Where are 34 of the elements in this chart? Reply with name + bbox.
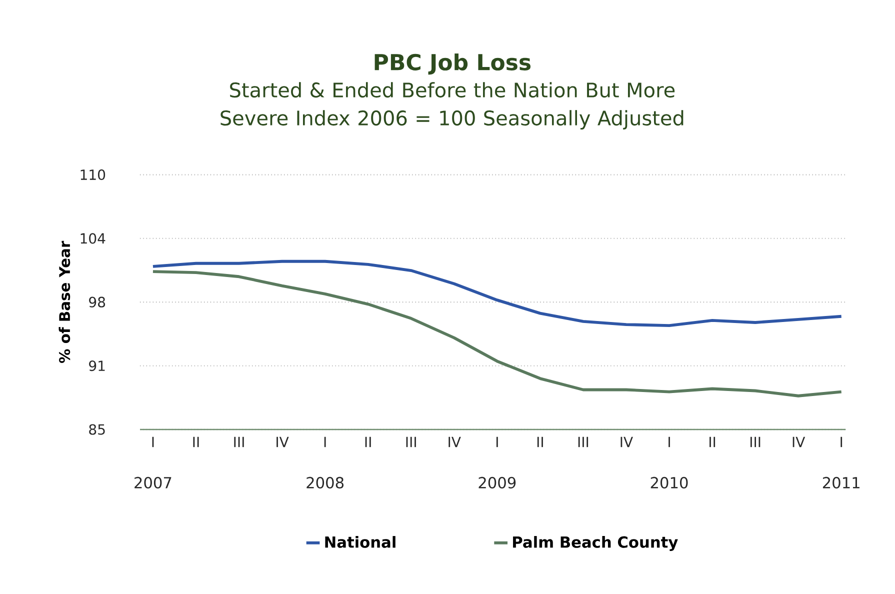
x-tick-label: I: [840, 437, 842, 448]
x-tick-label: I: [496, 437, 498, 448]
text: 2010: [650, 477, 688, 489]
x-tick-label: II: [710, 437, 716, 448]
x-tick-label: III: [234, 437, 244, 448]
x-tick-label: I: [668, 437, 670, 448]
y-tick-label: 110: [80, 170, 106, 180]
x-tick-label: I: [152, 437, 154, 448]
y-tick-label: 104: [80, 233, 106, 244]
chart-subtitle: Started & Ended Before the Nation But More Severe Index 2006 = 100 Seasonally Adjusted: [220, 82, 684, 130]
chart-title: PBC Job Loss: [374, 54, 531, 75]
legend-label: National: [325, 536, 396, 548]
x-tick-label: IV: [792, 437, 806, 448]
x-tick-label: II: [365, 437, 371, 448]
x-tick-label: III: [406, 437, 416, 448]
y-tick-label: 98: [89, 297, 106, 308]
x-tick-label: II: [537, 437, 543, 448]
y-tick-label: 85: [89, 424, 105, 435]
text: 2009: [478, 477, 516, 489]
legend-label: Palm Beach County: [513, 536, 678, 552]
x-tick-label: III: [578, 437, 588, 448]
line-series: [152, 270, 843, 398]
y-axis-title: % of Base Year: [58, 241, 70, 364]
x-tick-label: IV: [276, 437, 289, 448]
x-tick-label: II: [193, 437, 199, 448]
x-tick-label: I: [324, 437, 326, 448]
line-series: [152, 260, 843, 328]
x-tick-label: IV: [448, 437, 461, 448]
text: 2011: [822, 477, 860, 489]
x-tick-label: III: [750, 437, 760, 448]
text: 2008: [306, 477, 344, 489]
text: 2007: [134, 477, 172, 489]
x-tick-label: IV: [620, 437, 633, 448]
y-tick-label: 91: [89, 360, 105, 372]
